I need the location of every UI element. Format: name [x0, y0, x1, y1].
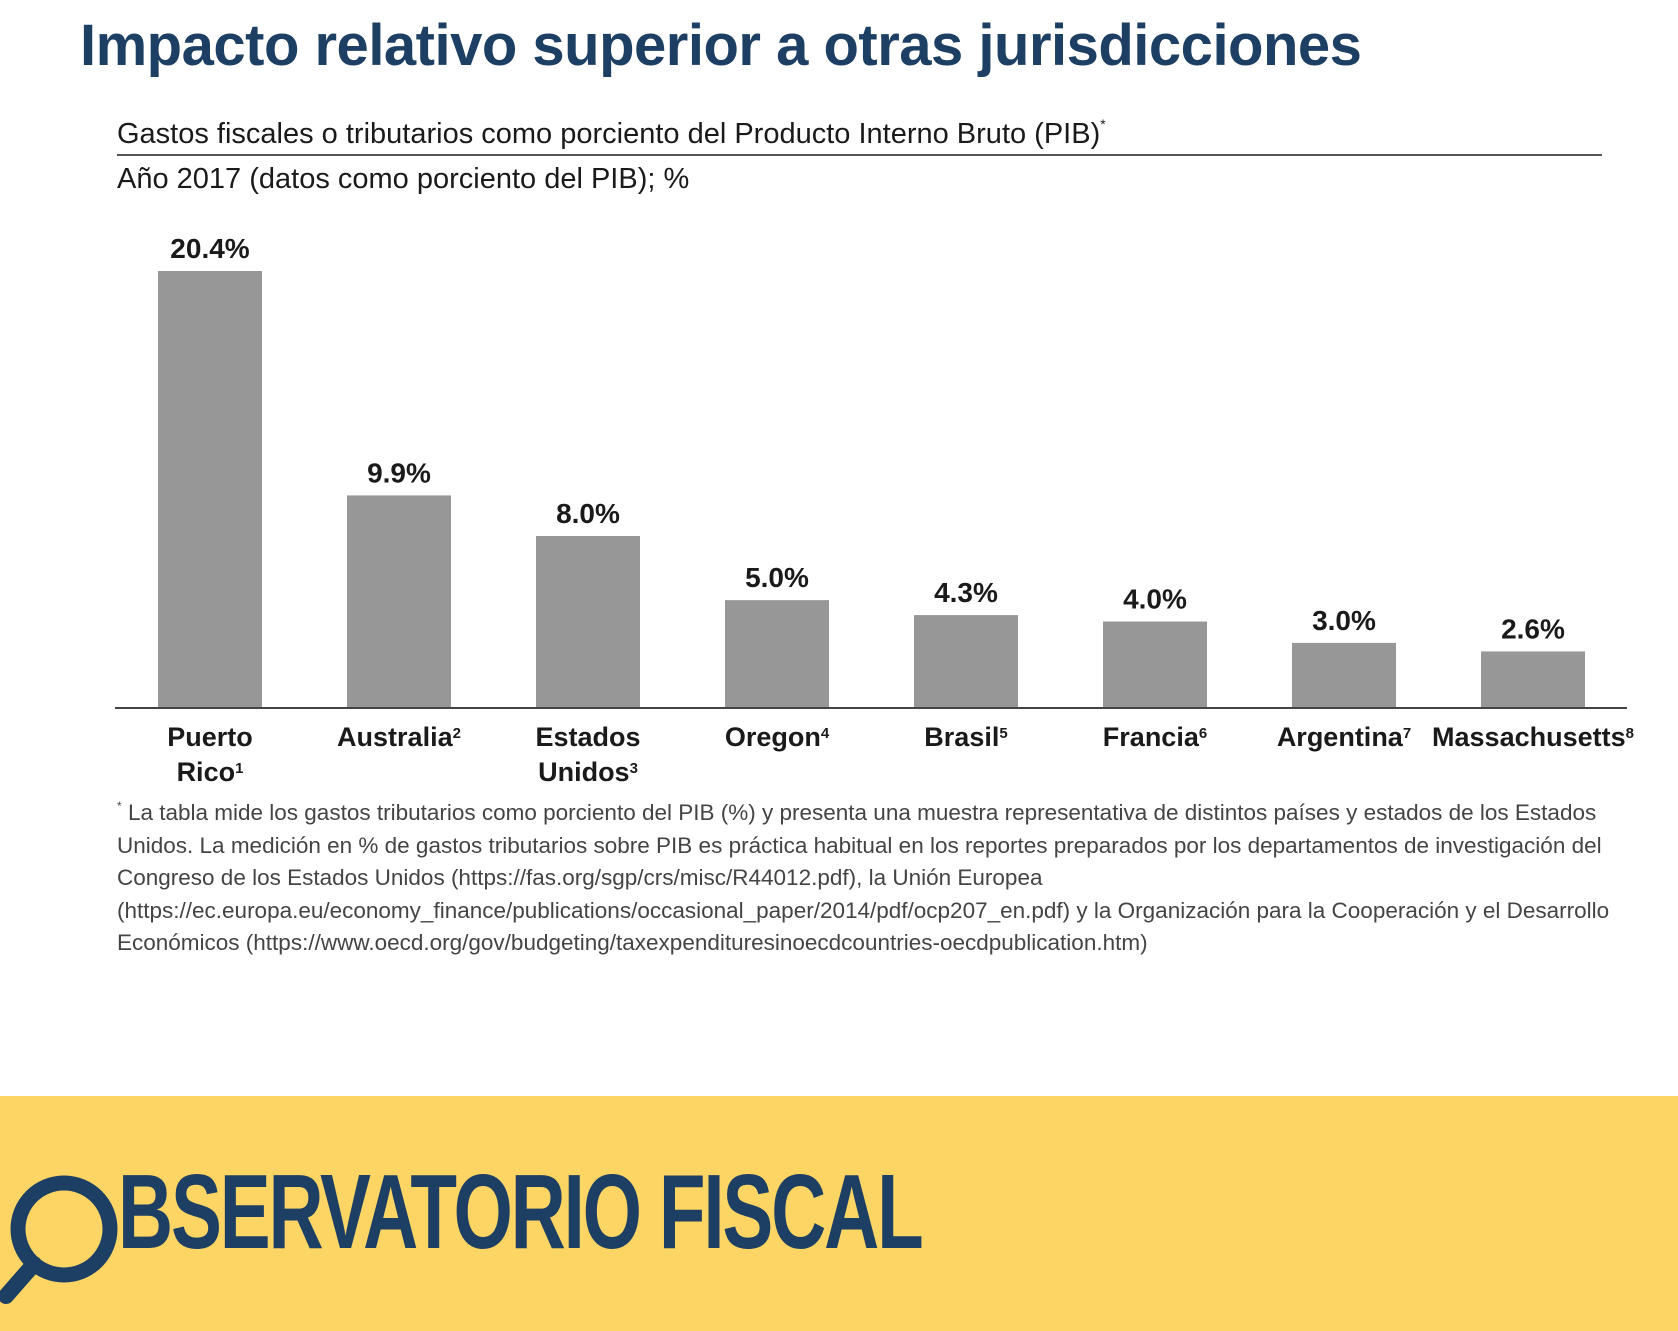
category-footnote-mark: 5 — [999, 725, 1007, 742]
chart-bar — [725, 600, 829, 707]
chart-subtitle-footnote-mark: * — [1100, 116, 1106, 132]
x-axis-category-label: Massachusetts8 — [1432, 722, 1634, 752]
category-footnote-mark: 2 — [453, 725, 461, 742]
category-footnote-mark: 4 — [821, 725, 830, 742]
chart-bar — [347, 495, 451, 707]
page-title: Impacto relativo superior a otras jurisd… — [80, 13, 1362, 78]
category-footnote-mark: 1 — [235, 760, 243, 777]
chart-bar — [1292, 642, 1396, 707]
category-footnote-mark: 8 — [1626, 725, 1634, 742]
bar-value-label: 5.0% — [745, 562, 809, 593]
chart-subtitle-text: Gastos fiscales o tributarios como porci… — [117, 118, 1101, 150]
category-footnote-mark: 7 — [1403, 725, 1411, 742]
bar-value-label: 3.0% — [1312, 605, 1376, 636]
x-axis-category-label: Argentina7 — [1277, 722, 1411, 752]
x-axis-category-label: Australia2 — [337, 722, 461, 752]
chart-bar — [1103, 621, 1207, 707]
x-axis-category-label: Francia6 — [1103, 722, 1207, 752]
bar-chart: 20.4% Puerto Rico1 9.9% Australia2 8.0% Estado… — [115, 233, 1634, 787]
x-axis-category-label: Puerto — [167, 722, 253, 752]
bar-value-label: 2.6% — [1501, 613, 1565, 644]
category-footnote-mark: 3 — [630, 760, 638, 777]
chart-subtitle: Gastos fiscales o tributarios como porci… — [117, 116, 1106, 151]
bar-value-label: 8.0% — [556, 498, 620, 529]
footnote-text: La tabla mide los gastos tributarios com… — [117, 800, 1610, 955]
observatorio-fiscal-logo: BSERVATORIO FISCAL — [0, 1096, 924, 1331]
x-axis-category-label: Estados — [535, 722, 640, 752]
x-axis-category-label: Brasil5 — [924, 722, 1007, 752]
footnote-mark: * — [117, 799, 122, 813]
x-axis-category-label: Rico1 — [177, 757, 244, 787]
bar-value-label: 4.0% — [1123, 584, 1187, 615]
logo-wordmark: BSERVATORIO FISCAL — [118, 1153, 924, 1271]
x-axis-category-label: Oregon4 — [725, 722, 830, 752]
chart-bar — [158, 271, 262, 707]
chart-bar — [536, 536, 640, 707]
subtitle-divider — [117, 154, 1602, 156]
x-axis-category-label: Unidos3 — [538, 757, 638, 787]
chart-footnote: * La tabla mide los gastos tributarios c… — [117, 790, 1662, 960]
chart-year-subtitle: Año 2017 (datos como porciento del PIB);… — [117, 163, 690, 195]
footer-banner: BSERVATORIO FISCAL — [0, 1096, 1678, 1331]
chart-bar — [914, 615, 1018, 707]
bar-value-label: 9.9% — [367, 457, 431, 488]
chart-bar — [1481, 651, 1585, 707]
bar-value-label: 4.3% — [934, 577, 998, 608]
category-footnote-mark: 6 — [1199, 725, 1207, 742]
bar-value-label: 20.4% — [170, 233, 249, 264]
magnifying-glass-icon — [0, 1175, 118, 1304]
